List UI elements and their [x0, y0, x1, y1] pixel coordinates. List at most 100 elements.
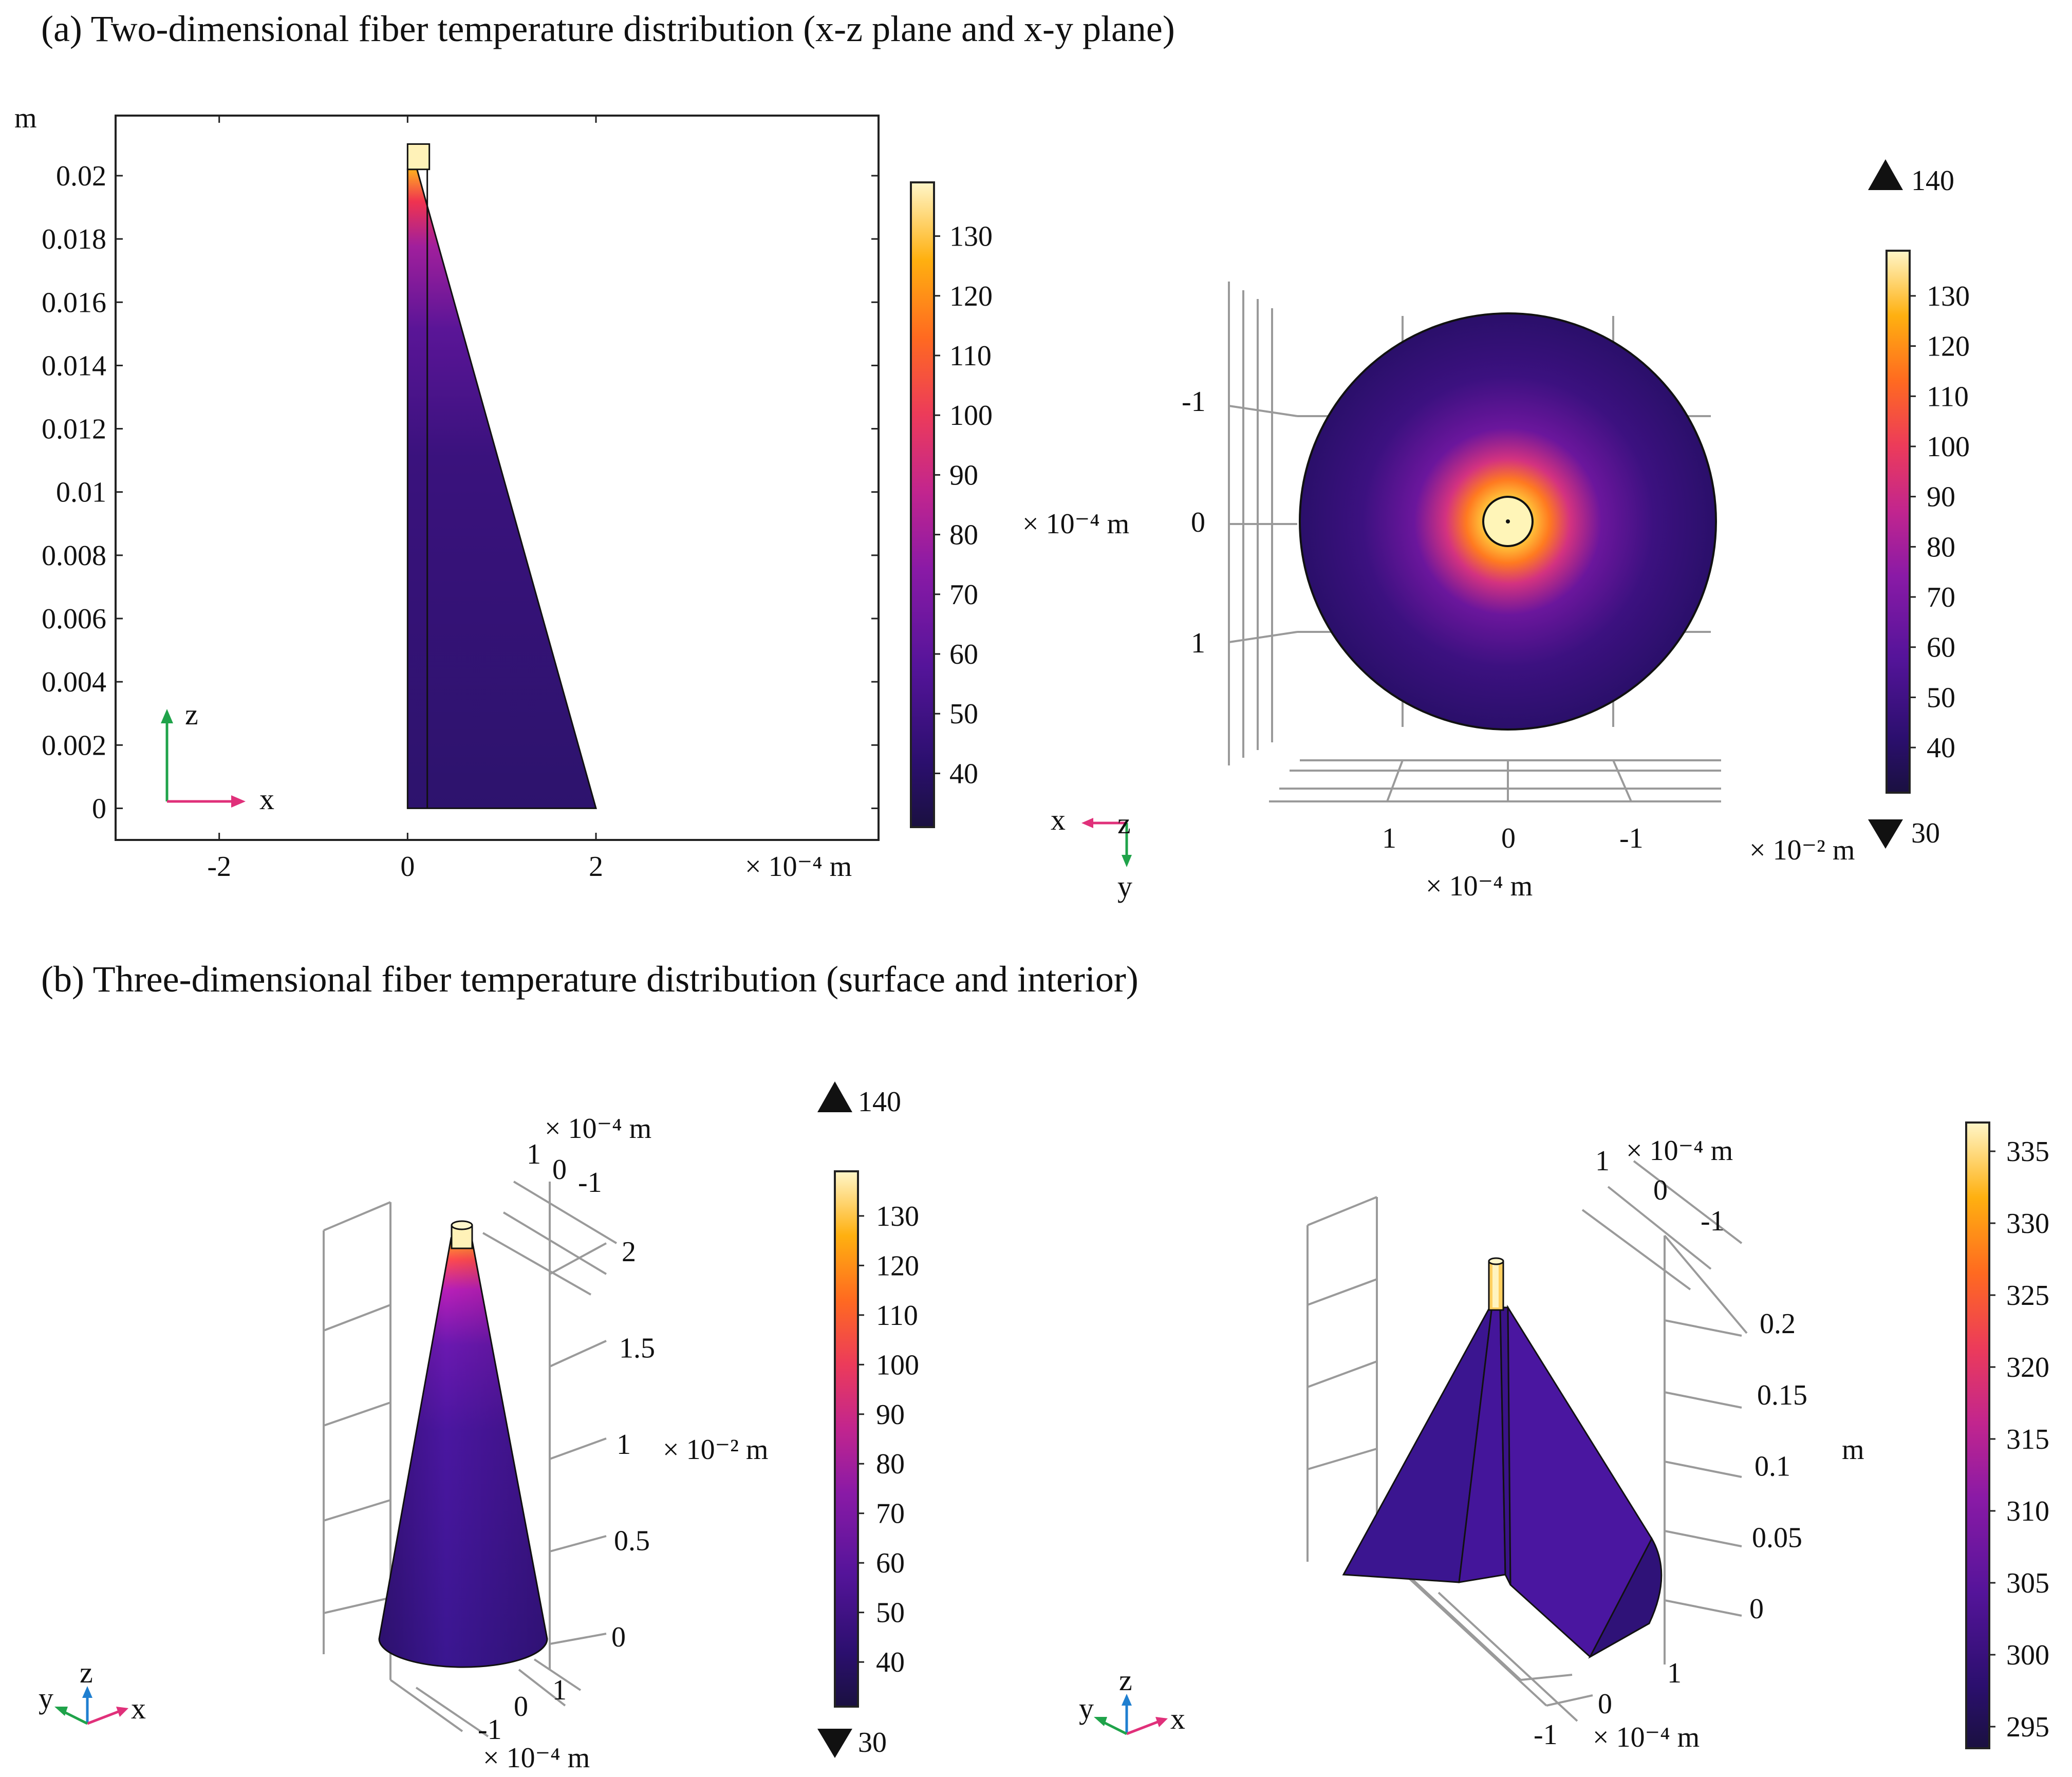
- xy-y-unit-label: × 10⁻⁴ m: [1022, 508, 1129, 540]
- surface-3d-top-tick: 0: [552, 1154, 567, 1186]
- xy-colorbar-tick-label: 120: [1927, 331, 1970, 363]
- xy-colorbar-tick-label: 100: [1927, 431, 1970, 463]
- surface-3d-max-marker-icon: [817, 1081, 852, 1112]
- xz-x-unit-label: × 10⁻⁴ m: [745, 851, 852, 883]
- surface-3d-fiber-top: [451, 1220, 473, 1230]
- xz-colorbar-ticks: 40 50 60 70 80 90 100 110 120 130: [934, 221, 993, 790]
- xy-plane-plot: -1 0 1 1 0 -1 × 10⁻⁴ m × 10⁻⁴ m × 10⁻² m…: [1022, 282, 1855, 903]
- xz-axis-triad: z x: [161, 698, 274, 816]
- xz-x-tick-label: 0: [400, 851, 415, 883]
- xz-y-tick-label: 0: [92, 793, 106, 825]
- surface-3d-colorbar-gradient: [834, 1170, 859, 1708]
- surface-3d-colorbar-tick-label: 100: [876, 1349, 919, 1381]
- xy-colorbar: 140 40 50 60 70 80 90 100 110 120 130 30: [1868, 159, 1970, 849]
- xy-x-tick: 1: [1382, 822, 1396, 854]
- xy-y-tick: -1: [1182, 386, 1206, 418]
- xz-y-tick-label: 0.012: [42, 414, 106, 445]
- xy-y-tick: 0: [1191, 507, 1205, 538]
- surface-3d-colorbar-tick-label: 90: [876, 1399, 905, 1431]
- surface-3d-z-tick-label: 1: [617, 1429, 631, 1461]
- interior-3d-bottom-tick: 1: [1667, 1657, 1682, 1689]
- interior-3d-colorbar-tick-label: 300: [2006, 1639, 2049, 1671]
- surface-3d-axis-y-label: y: [39, 1681, 53, 1715]
- xz-colorbar-tick-label: 70: [949, 579, 978, 611]
- interior-3d-top-tick: 0: [1653, 1174, 1668, 1206]
- interior-3d-colorbar-tick-label: 305: [2006, 1567, 2049, 1599]
- xz-y-tick-label: 0.01: [56, 477, 106, 509]
- surface-3d-min-marker-icon: [817, 1729, 852, 1758]
- xy-axis-triad: x z y: [1051, 803, 1132, 903]
- interior-3d-z-tick-label: 0.15: [1757, 1379, 1807, 1411]
- interior-3d-colorbar-tick-label: 315: [2006, 1424, 2049, 1455]
- surface-3d-colorbar-tick-label: 110: [876, 1300, 918, 1332]
- surface-3d-colorbar-tick-label: 50: [876, 1597, 905, 1629]
- interior-3d-axis-triad: z x y: [1079, 1663, 1185, 1735]
- xz-colorbar-tick-label: 130: [949, 221, 993, 253]
- xz-fiber-core: [406, 143, 431, 171]
- panel-b-title: (b) Three-dimensional fiber temperature …: [41, 959, 1138, 1000]
- surface-3d-z-tick-label: 0: [611, 1621, 626, 1653]
- surface-3d-top-tick: -1: [578, 1167, 602, 1199]
- interior-3d-curved-face: [1588, 1537, 1663, 1659]
- surface-3d-z-tick-label: 2: [622, 1236, 636, 1268]
- interior-3d-grid: [1306, 1160, 1748, 1722]
- xz-y-tick-label: 0.004: [42, 666, 106, 698]
- xy-x-tick: -1: [1619, 822, 1644, 854]
- xz-colorbar-tick-label: 100: [949, 400, 993, 432]
- surface-3d-z-unit: × 10⁻² m: [663, 1434, 769, 1466]
- interior-3d-colorbar-tick-label: 335: [2006, 1136, 2049, 1168]
- interior-3d-z-tick-label: 0.2: [1760, 1308, 1796, 1340]
- xz-y-tick-label: 0.002: [42, 729, 106, 761]
- interior-3d-colorbar-ticks: 295 300 305 310 315 320 325 330 335: [1989, 1136, 2049, 1743]
- interior-3d-top-unit: × 10⁻⁴ m: [1626, 1135, 1733, 1167]
- surface-3d-top-unit: × 10⁻⁴ m: [545, 1113, 651, 1145]
- xy-axis-z-label: z: [1117, 807, 1131, 840]
- surface-3d-bottom-tick: -1: [478, 1714, 502, 1746]
- surface-3d-colorbar-ticks: 40 50 60 70 80 90 100 110 120 130: [858, 1201, 919, 1678]
- xy-min-marker-icon: [1868, 819, 1903, 849]
- xz-cone-region: [406, 169, 597, 809]
- xz-x-tick-label: -2: [207, 851, 231, 883]
- surface-3d-bottom-unit: × 10⁻⁴ m: [483, 1742, 590, 1774]
- xy-colorbar-tick-label: 90: [1927, 481, 1955, 513]
- xz-plane-plot: 0 0.002 0.004 0.006 0.008 0.01 0.012 0.014 0.016…: [14, 102, 880, 883]
- xz-colorbar-tick-label: 90: [949, 459, 978, 491]
- surface-3d-top-tick: 1: [527, 1138, 541, 1170]
- interior-3d-plot: 0 0.05 0.1 0.15 0.2 m 1 × 10⁻⁴ m 0 -1 -1 0 1…: [1079, 1135, 1864, 1753]
- surface-3d-min-marker: 30: [858, 1727, 887, 1759]
- surface-3d-colorbar-tick-label: 60: [876, 1547, 905, 1579]
- xy-colorbar-tick-label: 70: [1927, 582, 1955, 613]
- interior-3d-z-tick-label: 0: [1749, 1593, 1764, 1625]
- interior-3d-colorbar-tick-label: 325: [2006, 1280, 2049, 1312]
- xz-colorbar-tick-label: 60: [949, 639, 978, 670]
- interior-3d-axis-y-label: y: [1079, 1692, 1094, 1725]
- xy-colorbar-tick-label: 40: [1927, 732, 1955, 764]
- interior-3d-z-unit: m: [1842, 1434, 1864, 1466]
- interior-3d-colorbar: 295 300 305 310 315 320 325 330 335: [1965, 1121, 2049, 1749]
- xy-colorbar-tick-label: 60: [1927, 632, 1955, 664]
- xz-x-axis-ticks: -2 0 2: [207, 116, 603, 883]
- xz-colorbar-tick-label: 80: [949, 519, 978, 551]
- interior-3d-colorbar-tick-label: 320: [2006, 1352, 2049, 1383]
- xy-colorbar-tick-label: 110: [1927, 381, 1969, 413]
- surface-3d-bottom-tick: 0: [514, 1691, 528, 1723]
- surface-3d-z-ticks: 0 0.5 1 1.5 2: [611, 1236, 655, 1653]
- surface-3d-colorbar-tick-label: 130: [876, 1201, 919, 1232]
- surface-3d-colorbar-tick-label: 120: [876, 1250, 919, 1282]
- xy-max-marker: 140: [1911, 165, 1954, 197]
- interior-3d-axis-x-label: x: [1170, 1702, 1185, 1735]
- interior-3d-top-tick: 1: [1595, 1145, 1610, 1177]
- surface-3d-axis-x-label: x: [131, 1692, 146, 1725]
- xy-colorbar-ticks: 40 50 60 70 80 90 100 110 120 130: [1910, 280, 1970, 764]
- xz-colorbar-tick-label: 120: [949, 280, 993, 312]
- surface-3d-colorbar: 140 40 50 60 70 80 90 100 110 120 130 30: [817, 1081, 919, 1759]
- xy-x-unit-label: × 10⁻⁴ m: [1426, 870, 1533, 902]
- xy-colorbar-tick-label: 80: [1927, 531, 1955, 563]
- xy-colorbar-tick-label: 130: [1927, 280, 1970, 312]
- xz-plot-frame: [115, 115, 880, 841]
- xy-max-marker-icon: [1868, 159, 1903, 190]
- xy-axis-x-label: x: [1051, 803, 1066, 836]
- xy-fiber-center: [1506, 519, 1510, 523]
- surface-3d-z-tick-label: 0.5: [614, 1525, 650, 1557]
- xz-colorbar: 40 50 60 70 80 90 100 110 120 130: [910, 181, 993, 828]
